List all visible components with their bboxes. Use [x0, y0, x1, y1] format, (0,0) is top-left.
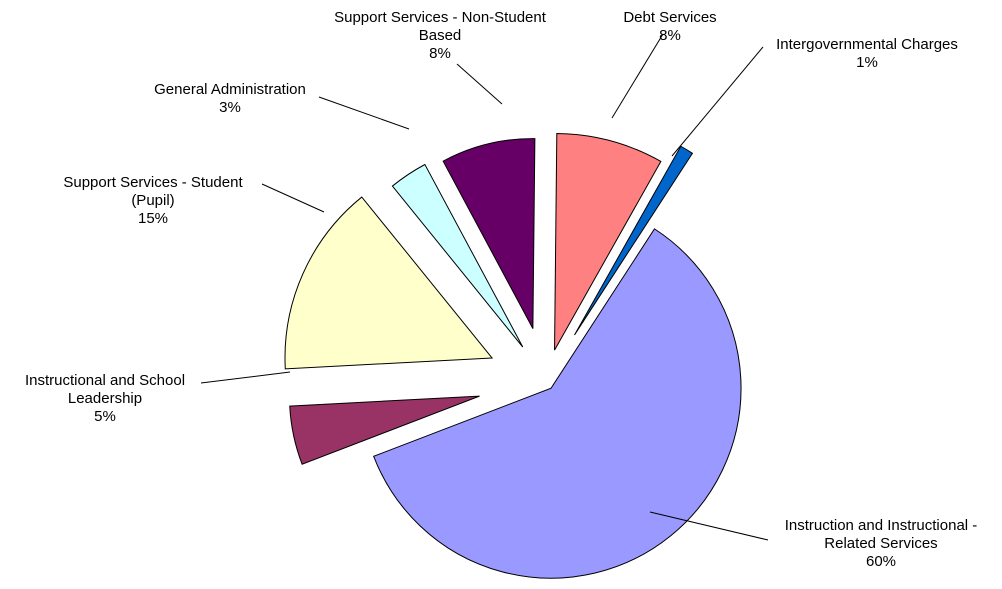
- slice-name-line: Related Services: [824, 535, 937, 552]
- slice-label-support-services-non-student-based: Support Services - Non-Student Based 8%: [334, 9, 547, 62]
- slice-label-instruction-and-instructional-related-services: Instruction and Instructional -Related S…: [785, 517, 978, 570]
- slice-name-line: Based: [419, 27, 462, 44]
- slice-percent-label: 8%: [659, 27, 681, 44]
- leader-line-debt-services: [611, 33, 664, 119]
- slice-percent-label: 8%: [429, 45, 451, 62]
- pie-slice-support-services-non-student-based: [442, 138, 536, 329]
- slices-layer: [284, 133, 742, 579]
- leader-line-support-services-student-pupil: [261, 183, 325, 213]
- slice-name-line: Support Services - Student: [63, 174, 243, 191]
- slice-percent-label: 15%: [138, 210, 168, 227]
- slice-name-line: Support Services - Non-Student: [334, 9, 547, 26]
- slice-name-line: Debt Services: [623, 9, 716, 26]
- slice-name-line: Instructional and School: [25, 372, 185, 389]
- slice-name-line: Instruction and Instructional -: [785, 517, 978, 534]
- pie-slice-instruction-and-instructional-related-services: [373, 228, 742, 579]
- slice-name-line: General Administration: [154, 81, 306, 98]
- leader-line-support-services-non-student-based: [456, 63, 503, 105]
- leader-line-general-administration: [318, 96, 410, 130]
- labels-layer: Instruction and Instructional -Related S…: [25, 9, 977, 570]
- slice-label-support-services-student-pupil: Support Services - Student (Pupil) 15%: [63, 174, 243, 227]
- slice-percent-label: 3%: [219, 99, 241, 116]
- slice-name-line: Leadership: [68, 390, 142, 407]
- slice-percent-label: 1%: [856, 54, 878, 71]
- slice-label-debt-services: Debt Services 8%: [623, 9, 716, 44]
- pie-slice-instructional-and-school-leadership: [289, 395, 480, 465]
- slice-label-instructional-and-school-leadership: Instructional and School Leadership 5%: [25, 372, 185, 425]
- pie-slice-debt-services: [554, 133, 662, 351]
- leaders-layer: [200, 33, 769, 541]
- slice-percent-label: 5%: [94, 408, 116, 425]
- leader-line-instructional-and-school-leadership: [200, 371, 291, 384]
- slice-label-intergovernmental-charges: Intergovernmental Charges 1%: [776, 36, 958, 71]
- pie-slice-general-administration: [391, 163, 524, 348]
- slice-label-general-administration: General Administration 3%: [154, 81, 306, 116]
- pie-slice-intergovernmental-charges: [574, 145, 694, 336]
- slice-name-line: (Pupil): [131, 192, 174, 209]
- slice-name-line: Intergovernmental Charges: [776, 36, 958, 53]
- leader-line-intergovernmental-charges: [671, 46, 764, 157]
- pie-slice-support-services-student-pupil: [284, 196, 494, 370]
- leader-line-instruction-and-instructional-related-services: [649, 511, 769, 541]
- slice-percent-label: 60%: [866, 553, 896, 570]
